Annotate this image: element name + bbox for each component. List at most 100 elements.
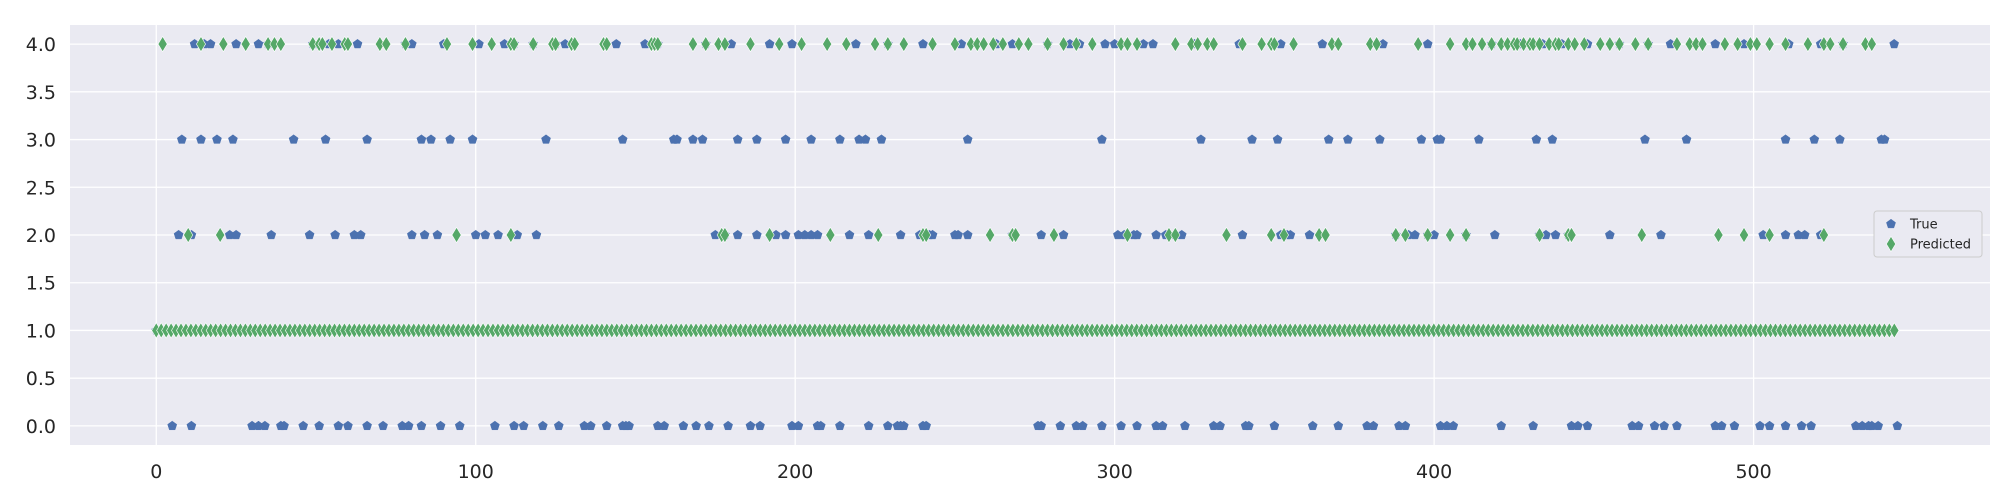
predicted-point — [550, 35, 561, 53]
predicted-point — [1553, 35, 1564, 53]
true-point — [659, 420, 670, 431]
predicted-point — [1221, 226, 1232, 244]
true-point — [844, 229, 855, 240]
true-point — [1531, 134, 1542, 144]
predicted-point — [1764, 35, 1775, 53]
true-point — [1368, 420, 1379, 431]
predicted-point — [1713, 226, 1724, 244]
legend-label-predicted: Predicted — [1910, 238, 1971, 253]
predicted-point — [1486, 35, 1497, 53]
predicted-point — [882, 35, 893, 53]
true-point — [1036, 420, 1047, 431]
x-tick-label: 0 — [150, 461, 162, 483]
true-point — [755, 420, 765, 431]
true-point — [186, 420, 197, 431]
predicted-point — [1467, 35, 1478, 53]
true-point — [1547, 134, 1558, 144]
predicted-point — [442, 35, 452, 53]
true-point — [1489, 229, 1500, 240]
true-point — [279, 420, 289, 431]
predicted-point — [1614, 35, 1625, 53]
true-point — [228, 134, 238, 144]
predicted-point — [451, 226, 462, 244]
predicted-point — [1534, 226, 1545, 244]
true-point — [173, 229, 184, 240]
predicted-point — [528, 35, 539, 53]
predicted-point — [898, 35, 909, 53]
predicted-point — [1192, 35, 1203, 53]
true-point — [1374, 134, 1385, 144]
true-point — [1116, 420, 1126, 431]
true-point — [1058, 229, 1069, 240]
x-tick-label: 200 — [777, 461, 813, 483]
true-point — [1809, 134, 1820, 144]
true-point — [231, 38, 241, 49]
true-point — [1806, 420, 1816, 431]
y-tick-label: 0.5 — [26, 368, 56, 390]
predicted-point — [873, 226, 884, 244]
predicted-point — [1604, 35, 1615, 53]
predicted-point — [1390, 226, 1401, 244]
predicted-point — [719, 35, 730, 53]
true-point — [467, 134, 478, 144]
true-point — [537, 420, 548, 431]
predicted-point — [1566, 226, 1577, 244]
true-point — [1215, 420, 1225, 431]
true-point — [882, 420, 893, 431]
series-true — [151, 38, 1903, 431]
true-point — [611, 38, 622, 49]
predicted-point — [1636, 226, 1647, 244]
true-point — [835, 420, 845, 431]
predicted-point — [1122, 35, 1133, 53]
true-point — [1892, 420, 1903, 431]
true-point — [1180, 420, 1190, 431]
true-point — [624, 420, 634, 431]
legend-marker-true — [1886, 218, 1896, 229]
predicted-point — [505, 226, 516, 244]
true-point — [1780, 420, 1791, 431]
predicted-point — [688, 35, 698, 53]
y-tick-label: 2.0 — [26, 225, 56, 247]
true-point — [764, 38, 775, 49]
predicted-point — [240, 35, 251, 53]
predicted-point — [870, 35, 881, 53]
predicted-point — [822, 35, 833, 53]
true-point — [815, 420, 826, 431]
x-tick-label: 400 — [1416, 461, 1452, 483]
y-tick-label: 2.5 — [26, 177, 56, 199]
true-point — [1649, 420, 1660, 431]
true-point — [732, 229, 743, 240]
predicted-point — [1256, 35, 1267, 53]
y-tick-label: 1.0 — [26, 320, 56, 342]
predicted-point — [1838, 35, 1848, 53]
true-point — [553, 420, 564, 431]
true-point — [921, 420, 932, 431]
true-point — [962, 229, 973, 240]
true-point — [1582, 420, 1593, 431]
true-point — [416, 134, 427, 144]
true-point — [167, 420, 178, 431]
true-point — [196, 134, 206, 144]
x-tick-label: 500 — [1735, 461, 1771, 483]
true-point — [751, 134, 762, 144]
true-point — [1100, 38, 1110, 49]
true-point — [1132, 420, 1142, 431]
predicted-point — [1445, 35, 1456, 53]
predicted-point — [1780, 35, 1791, 53]
true-point — [1247, 134, 1257, 144]
true-point — [1889, 38, 1900, 49]
y-tick-label: 3.0 — [26, 130, 56, 152]
predicted-point — [601, 35, 612, 53]
true-point — [1132, 229, 1142, 240]
x-tick-labels: 0 100 200 300 400 500 — [150, 461, 1772, 483]
true-point — [1343, 134, 1353, 144]
true-point — [445, 134, 456, 144]
true-point — [1196, 134, 1206, 144]
true-point — [330, 229, 341, 240]
true-point — [432, 229, 443, 240]
true-point — [231, 229, 241, 240]
true-point — [470, 229, 481, 240]
predicted-point — [1889, 322, 1900, 339]
legend-label-true: True — [1909, 218, 1938, 233]
